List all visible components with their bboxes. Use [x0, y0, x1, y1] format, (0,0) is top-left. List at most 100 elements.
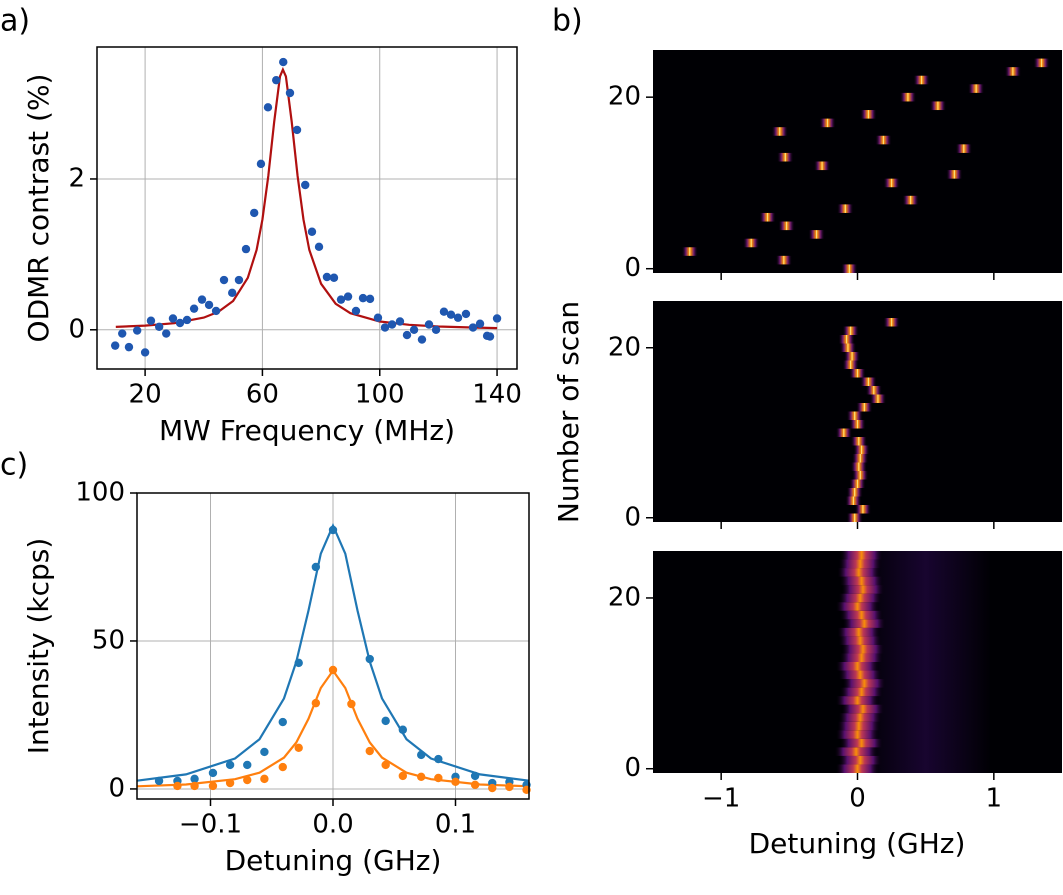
fit-line — [136, 522, 530, 782]
peak — [835, 730, 880, 739]
data-point — [505, 782, 514, 792]
data-point — [381, 760, 390, 770]
data-point — [208, 781, 218, 791]
peak — [860, 110, 877, 119]
peak — [841, 704, 885, 714]
peak — [839, 576, 884, 586]
data-point — [365, 294, 375, 304]
peak — [929, 101, 947, 111]
peak — [865, 386, 883, 395]
peak — [846, 513, 863, 522]
peak — [842, 360, 859, 369]
data-point — [461, 309, 471, 319]
data-point — [365, 654, 374, 664]
x-axis-label: MW Frequency (MHz) — [159, 414, 455, 447]
data-point — [470, 780, 480, 789]
peak — [819, 118, 836, 128]
data-point — [417, 750, 426, 760]
peak — [775, 255, 793, 265]
data-point — [211, 306, 221, 316]
peak — [835, 764, 880, 773]
data-point — [417, 335, 427, 344]
data-point — [154, 322, 164, 331]
peak — [852, 454, 869, 463]
peak — [1004, 67, 1022, 76]
data-point — [328, 525, 338, 535]
data-point — [343, 292, 353, 301]
peak — [849, 420, 866, 429]
data-point — [175, 318, 185, 328]
peak — [813, 161, 831, 171]
peak — [841, 585, 885, 594]
data-point — [294, 658, 303, 668]
data-point — [250, 208, 259, 218]
data-point — [365, 746, 374, 756]
peak — [842, 619, 887, 628]
x-tick-label: 0.1 — [435, 810, 476, 840]
y-tick-label: 20 — [608, 582, 641, 612]
peak — [771, 127, 788, 136]
data-point — [311, 562, 321, 572]
peak — [850, 437, 868, 446]
data-point — [470, 771, 480, 781]
data-point — [336, 295, 346, 304]
data-point — [190, 781, 199, 791]
data-point — [351, 306, 361, 316]
data-point — [431, 325, 441, 334]
y-tick-label: 20 — [608, 82, 641, 112]
y-tick-label: 0 — [624, 753, 641, 783]
axes-frame — [96, 46, 518, 370]
peak — [856, 403, 873, 412]
peak — [839, 687, 884, 697]
x-tick-label: −0.1 — [179, 810, 242, 840]
data-point — [398, 771, 408, 781]
data-point — [373, 313, 383, 322]
data-point — [451, 777, 460, 787]
axes-frame — [136, 492, 530, 800]
data-point — [395, 317, 405, 326]
peak — [742, 238, 760, 248]
data-point — [260, 747, 269, 757]
peak — [845, 496, 862, 505]
peak — [842, 326, 859, 335]
peak — [955, 144, 973, 153]
peak — [883, 178, 900, 188]
peak — [778, 221, 795, 231]
peak — [837, 721, 881, 731]
data-point — [424, 320, 434, 329]
peak — [777, 152, 794, 162]
data-point — [204, 300, 214, 310]
data-point — [278, 717, 287, 727]
peak — [846, 411, 863, 420]
data-point — [243, 775, 252, 785]
data-point — [208, 768, 218, 778]
data-point — [439, 307, 449, 316]
data-point — [162, 329, 171, 338]
y-tick-label: 20 — [608, 332, 641, 362]
data-point — [387, 320, 397, 329]
peak — [838, 755, 883, 765]
fit-line — [115, 66, 498, 330]
y-tick-label: 0 — [624, 502, 641, 532]
peak — [835, 662, 880, 671]
data-point — [168, 314, 178, 323]
peak — [808, 230, 825, 239]
peak — [838, 559, 883, 569]
data-point — [322, 272, 332, 282]
peak — [841, 264, 858, 273]
data-point — [154, 776, 164, 786]
data-point — [468, 323, 478, 332]
x-tick-label: 0 — [849, 784, 866, 814]
peak — [860, 377, 877, 386]
y-tick-label: 2 — [68, 163, 85, 193]
data-point — [110, 341, 120, 350]
panel-label: a) — [0, 4, 30, 39]
data-point — [189, 304, 199, 313]
data-point — [228, 288, 237, 298]
data-point — [272, 75, 281, 85]
data-point — [278, 762, 287, 772]
data-point — [434, 754, 443, 764]
data-point — [132, 326, 142, 335]
data-point — [225, 778, 235, 788]
